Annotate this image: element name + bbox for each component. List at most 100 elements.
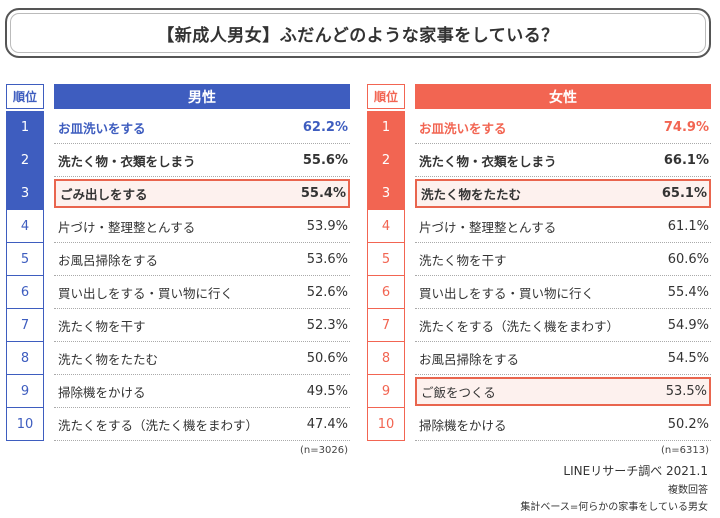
item-cell: 掃除機をかける 50.2% [415, 408, 711, 441]
item-label: 掃除機をかける [419, 417, 507, 433]
item-cell: お皿洗いをする 62.2% [54, 111, 350, 144]
item-value: 54.9% [667, 317, 709, 333]
item-cell: 掃除機をかける 49.5% [54, 375, 350, 408]
item-value: 62.2% [302, 119, 348, 135]
female-rows: 1 お皿洗いをする 74.9% 2 洗たく物・衣類をしまう 66.1% 3 洗たく物をたたむ 6… [367, 111, 711, 441]
table-row: 1 お皿洗いをする 62.2% [6, 111, 350, 144]
table-row: 9 掃除機をかける 49.5% [6, 375, 350, 408]
rank-cell: 8 [6, 342, 44, 375]
sample-size-note: (n=6313) [661, 445, 709, 456]
item-label: お皿洗いをする [419, 120, 507, 136]
answer-note: 複数回答 [668, 485, 708, 496]
table-row: 8 洗たく物をたたむ 50.6% [6, 342, 350, 375]
chart-title: 【新成人男女】ふだんどのような家事をしている？ [157, 25, 559, 46]
table-row: 10 洗たくをする（洗たく機をまわす） 47.4% [6, 408, 350, 441]
rank-cell: 6 [6, 276, 44, 309]
male-header-label: 男性 [54, 84, 350, 109]
base-note: 集計ベース=何らかの家事をしている男女 [520, 502, 708, 513]
item-cell: お風呂掃除をする 54.5% [415, 342, 711, 375]
item-label: 洗たく物・衣類をしまう [58, 153, 196, 169]
item-label: 片づけ・整理整とんする [58, 219, 196, 235]
item-label: お風呂掃除をする [419, 351, 520, 367]
item-cell: 洗たくをする（洗たく機をまわす） 54.9% [415, 309, 711, 342]
item-cell: 片づけ・整理整とんする 61.1% [415, 210, 711, 243]
table-row: 6 買い出しをする・買い物に行く 55.4% [367, 276, 711, 309]
item-value: 55.6% [302, 152, 348, 168]
item-cell: 洗たくをする（洗たく機をまわす） 47.4% [54, 408, 350, 441]
item-cell: ごみ出しをする 55.4% [54, 179, 350, 208]
male-panel: 順位 男性 1 お皿洗いをする 62.2% 2 洗たく物・衣類をしまう 55.6% 3 ごみ出しを… [6, 84, 350, 456]
rank-cell: 2 [6, 144, 44, 177]
item-cell: 洗たく物をたたむ 50.6% [54, 342, 350, 375]
female-panel: 順位 女性 1 お皿洗いをする 74.9% 2 洗たく物・衣類をしまう 66.1% 3 洗たく物を… [367, 84, 711, 456]
item-value: 50.6% [306, 350, 348, 366]
rank-cell: 4 [6, 210, 44, 243]
item-value: 53.5% [665, 384, 707, 399]
item-value: 55.4% [667, 284, 709, 300]
item-value: 50.2% [667, 416, 709, 432]
rank-header: 順位 [367, 84, 405, 109]
rank-cell: 7 [367, 309, 405, 342]
item-cell: 洗たく物を干す 60.6% [415, 243, 711, 276]
item-value: 66.1% [663, 152, 709, 168]
item-value: 52.6% [306, 284, 348, 300]
rank-cell: 8 [367, 342, 405, 375]
table-row: 3 ごみ出しをする 55.4% [6, 177, 350, 210]
item-value: 47.4% [306, 416, 348, 432]
item-cell: 片づけ・整理整とんする 53.9% [54, 210, 350, 243]
item-value: 54.5% [667, 350, 709, 366]
source-note: LINEリサーチ調べ 2021.1 [563, 464, 708, 478]
item-label: 買い出しをする・買い物に行く [419, 285, 595, 301]
table-row: 5 お風呂掃除をする 53.6% [6, 243, 350, 276]
table-row: 7 洗たくをする（洗たく機をまわす） 54.9% [367, 309, 711, 342]
rank-cell: 5 [6, 243, 44, 276]
item-label: 洗たくをする（洗たく機をまわす） [419, 318, 620, 334]
table-row: 8 お風呂掃除をする 54.5% [367, 342, 711, 375]
table-row: 3 洗たく物をたたむ 65.1% [367, 177, 711, 210]
table-row: 4 片づけ・整理整とんする 61.1% [367, 210, 711, 243]
item-cell: 買い出しをする・買い物に行く 55.4% [415, 276, 711, 309]
rank-cell: 3 [367, 177, 405, 210]
item-cell: 買い出しをする・買い物に行く 52.6% [54, 276, 350, 309]
rank-cell: 5 [367, 243, 405, 276]
rank-cell: 3 [6, 177, 44, 210]
table-row: 2 洗たく物・衣類をしまう 66.1% [367, 144, 711, 177]
item-value: 53.9% [306, 218, 348, 234]
item-label: 買い出しをする・買い物に行く [58, 285, 234, 301]
title-box: 【新成人男女】ふだんどのような家事をしている？ [5, 8, 711, 58]
item-label: お皿洗いをする [58, 120, 146, 136]
item-cell: お風呂掃除をする 53.6% [54, 243, 350, 276]
item-value: 61.1% [667, 218, 709, 234]
item-cell: 洗たく物・衣類をしまう 55.6% [54, 144, 350, 177]
item-label: ご飯をつくる [421, 385, 496, 400]
table-row: 4 片づけ・整理整とんする 53.9% [6, 210, 350, 243]
rank-cell: 9 [367, 375, 405, 408]
item-value: 53.6% [306, 251, 348, 267]
item-value: 65.1% [661, 186, 707, 201]
table-row: 6 買い出しをする・買い物に行く 52.6% [6, 276, 350, 309]
item-value: 52.3% [306, 317, 348, 333]
table-row: 1 お皿洗いをする 74.9% [367, 111, 711, 144]
item-value: 60.6% [667, 251, 709, 267]
item-cell: ご飯をつくる 53.5% [415, 377, 711, 406]
sample-size-note: (n=3026) [300, 445, 348, 456]
table-row: 7 洗たく物を干す 52.3% [6, 309, 350, 342]
item-label: ごみ出しをする [60, 187, 148, 202]
table-row: 9 ご飯をつくる 53.5% [367, 375, 711, 408]
item-label: 洗たく物をたたむ [421, 187, 522, 202]
female-header: 順位 女性 [367, 84, 711, 109]
item-cell: 洗たく物・衣類をしまう 66.1% [415, 144, 711, 177]
table-row: 2 洗たく物・衣類をしまう 55.6% [6, 144, 350, 177]
item-value: 74.9% [663, 119, 709, 135]
table-row: 10 掃除機をかける 50.2% [367, 408, 711, 441]
item-label: 洗たくをする（洗たく機をまわす） [58, 417, 259, 433]
rank-cell: 1 [367, 111, 405, 144]
rank-header: 順位 [6, 84, 44, 109]
item-label: 掃除機をかける [58, 384, 146, 400]
item-label: 洗たく物を干す [419, 252, 507, 268]
rank-cell: 2 [367, 144, 405, 177]
item-label: 洗たく物を干す [58, 318, 146, 334]
male-rows: 1 お皿洗いをする 62.2% 2 洗たく物・衣類をしまう 55.6% 3 ごみ出しをする 55… [6, 111, 350, 441]
rank-cell: 9 [6, 375, 44, 408]
rank-cell: 4 [367, 210, 405, 243]
